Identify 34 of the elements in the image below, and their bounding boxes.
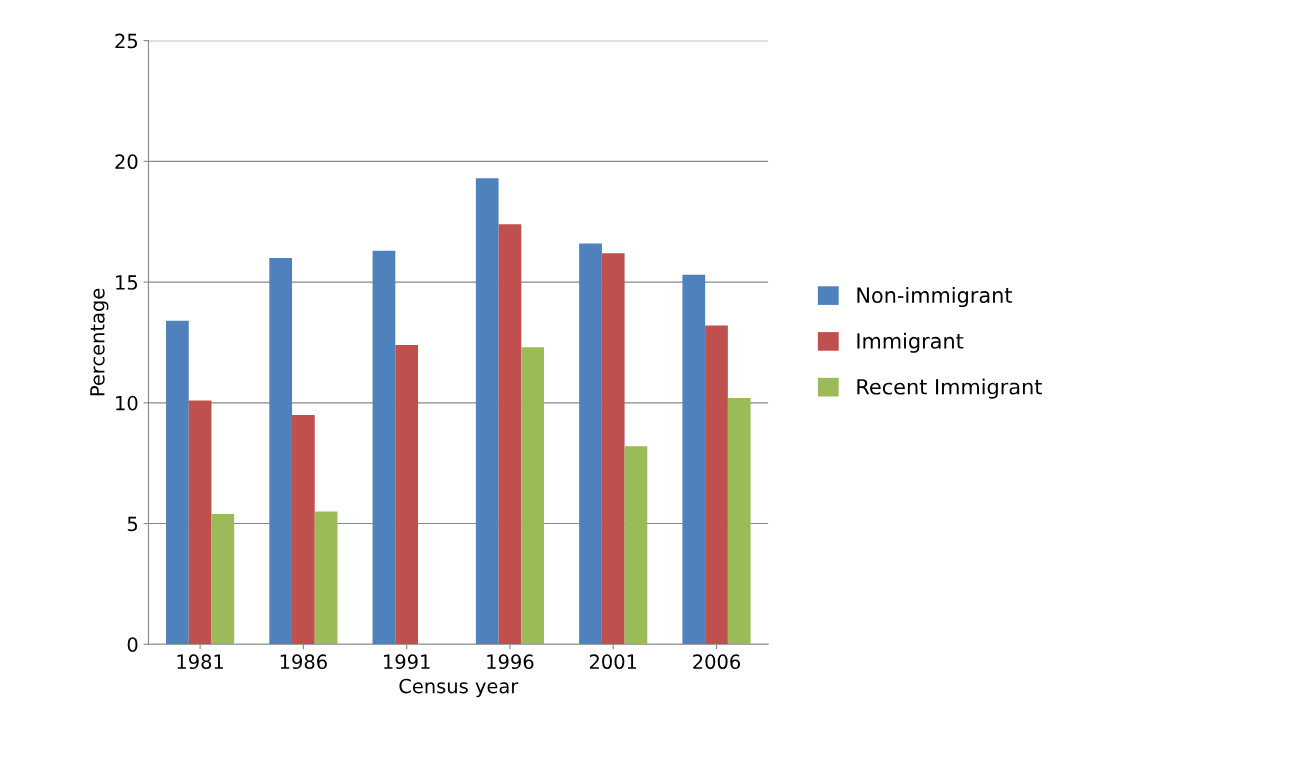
x-tick-label: 1991: [384, 654, 430, 670]
bar: [475, 178, 499, 645]
x-tick-label: 2006: [693, 654, 741, 670]
y-tick-label: 10: [116, 395, 138, 411]
bar: [166, 320, 189, 645]
bar: [521, 347, 545, 645]
bar: [372, 250, 396, 645]
bar: [498, 224, 522, 645]
legend-label: Non-immigrant: [857, 286, 1013, 308]
x-tick-label: 1986: [280, 654, 327, 670]
y-tick-label: 20: [115, 154, 138, 170]
bar: [705, 325, 728, 645]
bar: [269, 257, 293, 645]
bar: [211, 513, 235, 645]
legend-label: Recent Immigrant: [857, 378, 1042, 399]
bar: [682, 274, 706, 645]
x-tick-label: 2001: [589, 654, 637, 670]
x-axis-title: Census year: [399, 678, 519, 698]
bar: [188, 400, 212, 645]
bar: [314, 511, 338, 645]
x-tick-label: 1981: [177, 654, 224, 670]
bar: [395, 344, 419, 645]
bar: [601, 253, 625, 645]
legend-label: Immigrant: [857, 332, 964, 353]
y-tick-label: 5: [127, 516, 138, 532]
bar: [624, 446, 648, 645]
y-tick-label: 25: [115, 33, 138, 49]
y-axis-title: Percentage: [90, 288, 109, 396]
x-tick-label: 1996: [487, 654, 534, 670]
bar: [727, 398, 751, 645]
bar: [292, 414, 315, 645]
y-tick-label: 15: [116, 275, 138, 290]
y-tick-label: 0: [127, 637, 138, 652]
bar: [579, 243, 602, 645]
